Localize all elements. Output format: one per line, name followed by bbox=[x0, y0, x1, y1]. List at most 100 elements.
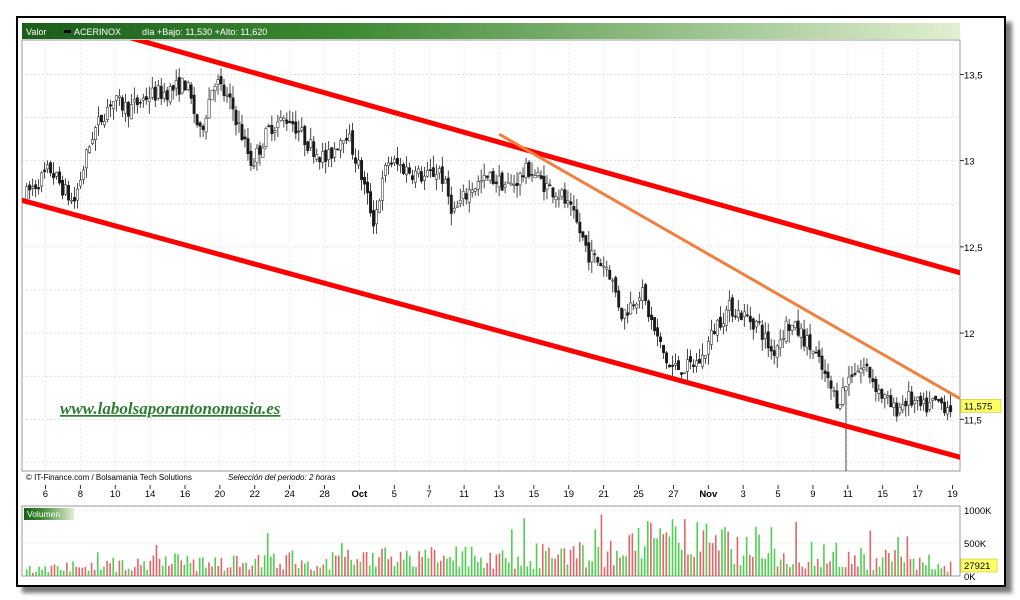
volume-bar bbox=[409, 555, 411, 576]
trendline-resistance bbox=[498, 133, 960, 401]
volume-bar bbox=[730, 549, 733, 576]
candle-body bbox=[201, 125, 205, 130]
candle-body bbox=[407, 167, 411, 174]
candle-body bbox=[644, 284, 648, 301]
candle-body bbox=[327, 149, 331, 160]
candle-body bbox=[584, 235, 588, 246]
volume-bar bbox=[674, 526, 677, 576]
candle-body bbox=[811, 350, 815, 354]
candle-body bbox=[267, 125, 271, 127]
volume-bar bbox=[25, 569, 28, 576]
volume-bar bbox=[702, 530, 705, 576]
volume-bar bbox=[473, 555, 476, 576]
x-tick-label: 19 bbox=[947, 489, 958, 500]
volume-bar bbox=[198, 557, 201, 576]
volume-bar bbox=[557, 554, 559, 576]
candle-body bbox=[545, 183, 549, 190]
candle-body bbox=[700, 354, 704, 367]
candle-body bbox=[321, 151, 325, 163]
candle-body bbox=[464, 193, 468, 200]
volume-bar bbox=[245, 562, 247, 576]
volume-bar bbox=[903, 562, 906, 576]
volume-bars bbox=[25, 514, 952, 576]
volume-bar bbox=[563, 548, 566, 576]
candle-body bbox=[189, 84, 193, 99]
volume-bar bbox=[134, 567, 136, 576]
candle-body bbox=[378, 200, 381, 214]
volume-bar bbox=[121, 560, 124, 576]
volume-bar bbox=[866, 569, 868, 576]
candle-body bbox=[210, 89, 214, 101]
candle-body bbox=[653, 317, 657, 332]
candle-body bbox=[428, 169, 432, 172]
candle-body bbox=[195, 114, 199, 126]
candle-body bbox=[925, 397, 929, 413]
volume-bar bbox=[767, 553, 770, 576]
candle-body bbox=[126, 102, 130, 117]
candle-body bbox=[698, 358, 701, 364]
volume-bar bbox=[640, 558, 643, 576]
volume-bar bbox=[755, 526, 757, 576]
volume-bar bbox=[517, 556, 519, 576]
volume-bar bbox=[137, 558, 139, 576]
volume-bar bbox=[41, 569, 43, 576]
volume-bar bbox=[826, 563, 828, 576]
volume-bar bbox=[109, 563, 111, 576]
candle-body bbox=[718, 316, 722, 328]
candle-body bbox=[787, 324, 791, 332]
volume-bar bbox=[171, 563, 173, 576]
volume-bar bbox=[634, 550, 637, 576]
candle-body bbox=[401, 164, 405, 174]
candle-body bbox=[384, 164, 387, 176]
volume-bar bbox=[721, 529, 723, 576]
candlestick-series bbox=[25, 68, 953, 471]
candle-body bbox=[623, 309, 627, 319]
volume-bar bbox=[353, 564, 356, 576]
volume-bar bbox=[75, 566, 77, 576]
volume-bar bbox=[736, 536, 739, 576]
volume-bar bbox=[66, 562, 68, 576]
volume-bar bbox=[192, 559, 195, 576]
volume-bar bbox=[597, 547, 600, 576]
volume-bar bbox=[909, 559, 912, 576]
volume-bar bbox=[424, 549, 427, 576]
volume-bar bbox=[103, 566, 105, 576]
candle-body bbox=[135, 97, 139, 106]
volume-bar bbox=[310, 569, 312, 576]
candle-body bbox=[300, 127, 304, 131]
volume-bar bbox=[724, 527, 726, 576]
volume-bar bbox=[548, 547, 550, 576]
candle-body bbox=[37, 187, 41, 190]
candle-body bbox=[581, 231, 585, 238]
volume-bar bbox=[430, 547, 433, 576]
x-tick-label: Nov bbox=[699, 489, 718, 500]
volume-bar bbox=[365, 552, 368, 576]
candle-body bbox=[99, 114, 103, 123]
candle-body bbox=[692, 364, 695, 367]
candle-body bbox=[874, 378, 878, 392]
volume-bar bbox=[449, 557, 451, 576]
candle-body bbox=[563, 189, 567, 204]
candle-body bbox=[617, 290, 621, 308]
volume-bar bbox=[566, 564, 569, 576]
candle-body bbox=[641, 287, 645, 301]
volume-bar bbox=[270, 556, 272, 576]
volume-bar bbox=[38, 566, 40, 576]
candle-body bbox=[31, 186, 35, 189]
volume-bar bbox=[232, 555, 235, 576]
x-tick-label: 15 bbox=[529, 489, 540, 500]
candle-body bbox=[488, 172, 492, 181]
candle-body bbox=[40, 172, 44, 187]
candle-body bbox=[662, 344, 666, 353]
volume-bar bbox=[795, 521, 797, 576]
candle-body bbox=[485, 175, 489, 178]
candle-body bbox=[108, 104, 112, 107]
candle-body bbox=[593, 253, 597, 256]
candle-body bbox=[709, 329, 713, 345]
volume-bar bbox=[202, 557, 204, 576]
volume-bar bbox=[433, 549, 436, 576]
candle-body bbox=[342, 140, 346, 144]
volume-bar bbox=[211, 566, 213, 576]
candle-body bbox=[404, 166, 408, 176]
candle-body bbox=[213, 86, 217, 91]
